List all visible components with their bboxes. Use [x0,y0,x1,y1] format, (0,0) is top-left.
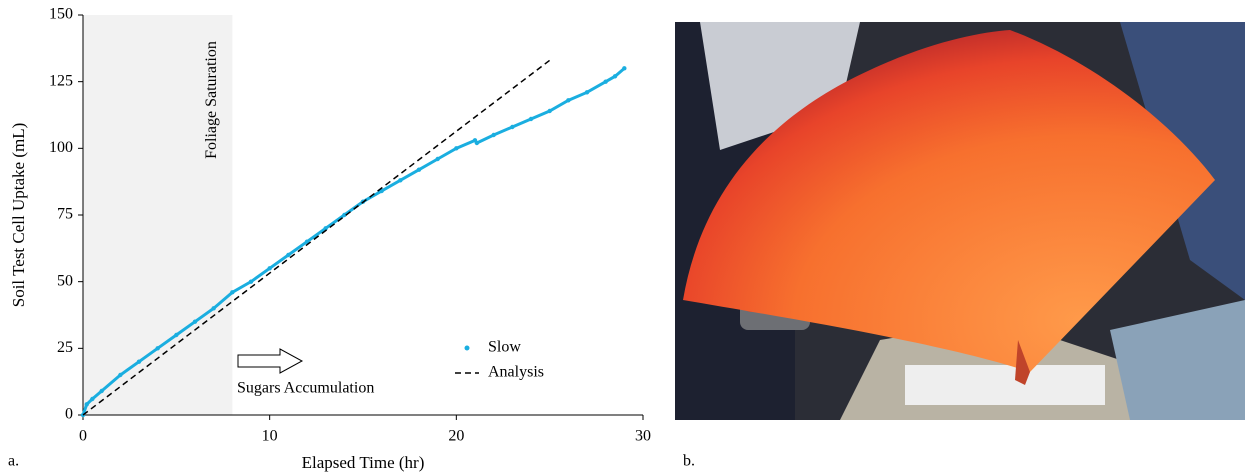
data-point [379,188,384,194]
data-point [622,66,627,71]
data-point [267,266,272,271]
y-tick-label: 50 [57,272,73,289]
photo-leaf [683,30,1215,372]
plot-area: Foliage Saturation 0 25 50 75 100 125 150 0 10 20 3… [9,6,651,472]
data-point [454,146,459,151]
y-tick-label: 75 [57,206,73,223]
y-tick-label: 125 [49,72,73,89]
photo-stem [1015,340,1030,385]
x-tick-label: 10 [262,428,278,445]
data-point [136,359,142,364]
y-axis-label: Soil Test Cell Uptake (mL) [9,123,28,308]
legend-swatch [464,345,470,351]
y-tick-label: 100 [49,139,73,156]
data-point [510,124,515,130]
data-point [248,279,254,284]
photo-cushion [700,22,860,150]
y-tick-label: 25 [57,339,73,356]
y-tick-label: 0 [65,406,73,423]
x-tick-label: 30 [635,428,651,445]
data-point [547,108,552,114]
data-point [342,212,347,218]
data-point [435,156,440,162]
data-trace [81,66,626,417]
data-point [398,178,403,183]
data-point [192,319,198,324]
data-point [118,372,123,378]
data-point [528,116,534,122]
data-point [584,90,590,95]
data-point [612,74,618,79]
annotation-arrow [237,348,304,374]
data-point [90,396,95,402]
data-point [211,306,216,311]
data-point [474,140,480,146]
x-axis-label: Elapsed Time (hr) [302,453,425,472]
x-tick-label: 20 [448,428,464,445]
data-point [155,346,160,351]
region-label: Foliage Saturation [203,41,220,159]
data-point [99,388,104,394]
annotation: Sugars Accumulation [237,380,374,397]
photo-label-box [1110,300,1245,420]
data-point [566,98,571,103]
data-point [323,226,328,231]
data-point [491,132,496,138]
panel-label: b. [683,453,695,470]
photo [675,22,1245,420]
legend-label: Slow [488,339,521,356]
data-point [304,239,310,244]
x-tick-label: 0 [79,428,87,445]
data-point [84,402,89,407]
y-tick-label: 150 [49,6,73,23]
photo-wick [905,365,1105,405]
analysis-line [82,59,551,416]
legend-label: Analysis [488,364,544,381]
data-point [286,252,291,258]
data-point [603,79,608,84]
data-point [416,167,422,172]
panel-label: a. [8,453,19,470]
data-point [230,290,235,295]
data-point [174,332,179,338]
